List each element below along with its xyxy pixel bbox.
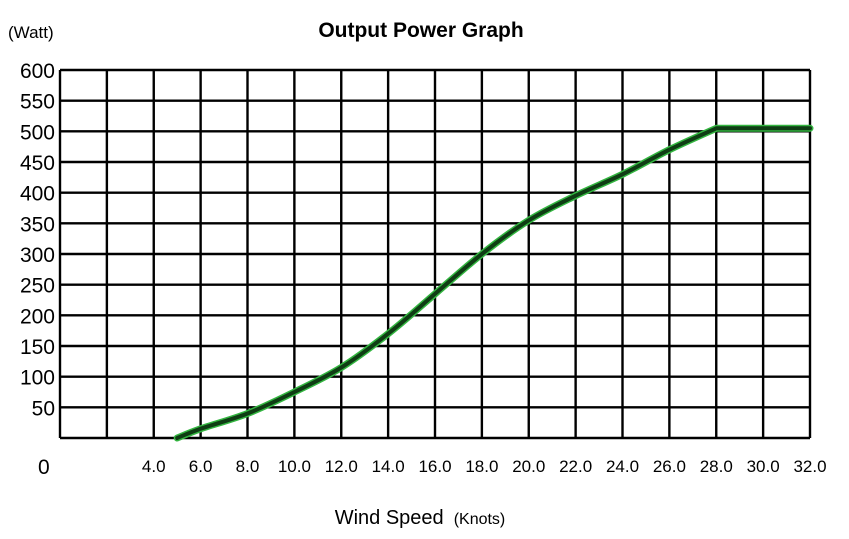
y-tick-label: 100 bbox=[20, 367, 55, 390]
x-tick-label: 6.0 bbox=[189, 457, 213, 476]
y-tick-label: 150 bbox=[20, 336, 55, 359]
y-tick-label: 200 bbox=[20, 305, 55, 328]
x-tick-label: 18.0 bbox=[465, 457, 498, 476]
x-tick-label: 12.0 bbox=[325, 457, 358, 476]
y-axis-unit-label: (Watt) bbox=[8, 23, 54, 42]
power-series bbox=[173, 124, 814, 442]
y-tick-label: 300 bbox=[20, 244, 55, 267]
x-tick-label: 14.0 bbox=[372, 457, 405, 476]
x-axis-unit: (Knots) bbox=[454, 511, 506, 528]
x-tick-label: 30.0 bbox=[747, 457, 780, 476]
y-tick-label: 450 bbox=[20, 152, 55, 175]
x-tick-label: 24.0 bbox=[606, 457, 639, 476]
y-tick-label: 550 bbox=[20, 91, 55, 114]
y-tick-label: 50 bbox=[32, 397, 55, 420]
x-tick-labels: 4.0 6.0 8.0 10.0 12.0 14.0 16.0 18.0 20.0 22.0 24.… bbox=[142, 457, 827, 476]
y-tick-label: 600 bbox=[20, 60, 55, 83]
y-tick-labels: 50 100 150 200 250 300 350 400 450 500 550 600 bbox=[20, 60, 55, 420]
x-tick-label: 4.0 bbox=[142, 457, 166, 476]
x-tick-label: 26.0 bbox=[653, 457, 686, 476]
x-tick-label: 10.0 bbox=[278, 457, 311, 476]
x-tick-label: 8.0 bbox=[236, 457, 260, 476]
x-tick-label: 16.0 bbox=[418, 457, 451, 476]
x-tick-label: 28.0 bbox=[700, 457, 733, 476]
chart-title: Output Power Graph bbox=[318, 19, 523, 42]
y-tick-label: 400 bbox=[20, 183, 55, 206]
x-tick-label: 32.0 bbox=[793, 457, 826, 476]
x-axis-label: Wind Speed (Knots) bbox=[335, 507, 506, 529]
y-tick-label: 500 bbox=[20, 121, 55, 144]
y-tick-label: 250 bbox=[20, 275, 55, 298]
series-line bbox=[175, 126, 812, 440]
y-tick-label: 350 bbox=[20, 213, 55, 236]
grid-lines bbox=[58, 68, 812, 440]
origin-label: 0 bbox=[38, 456, 50, 479]
x-axis-title: Wind Speed bbox=[335, 507, 444, 529]
x-tick-label: 22.0 bbox=[559, 457, 592, 476]
x-tick-label: 20.0 bbox=[512, 457, 545, 476]
